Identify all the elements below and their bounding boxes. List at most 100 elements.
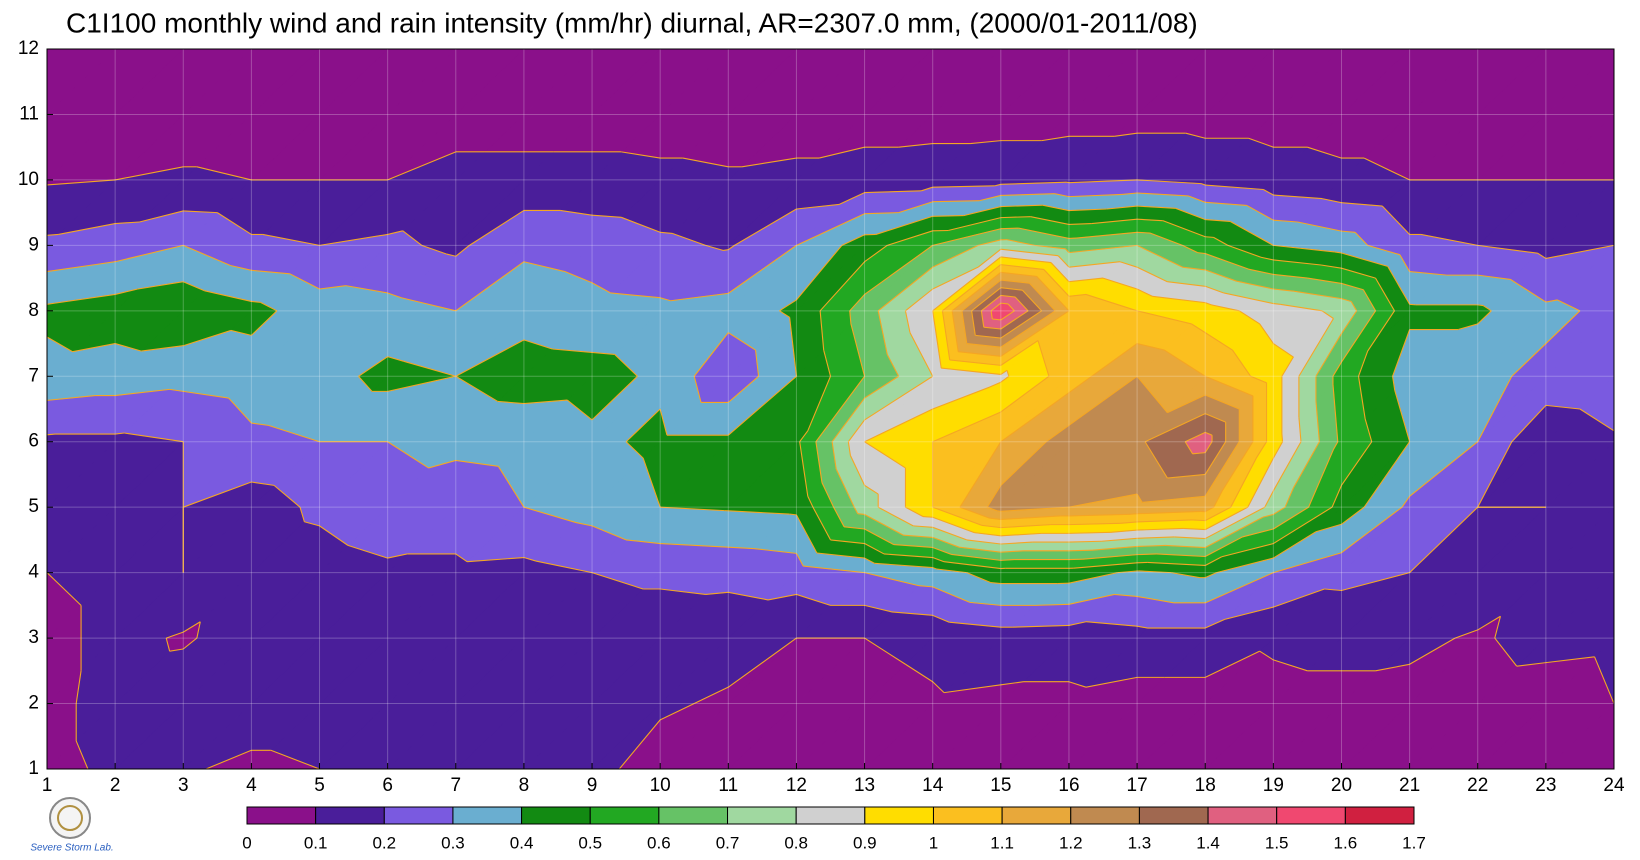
contour-line — [1264, 490, 1274, 508]
contour-line — [1205, 201, 1247, 207]
contour-line — [905, 663, 933, 683]
contour-line — [1167, 394, 1206, 414]
contour-line — [403, 360, 456, 377]
contour-line — [1000, 279, 1030, 284]
x-tick-label: 20 — [1331, 775, 1352, 796]
contour-line — [1392, 329, 1411, 377]
x-tick-label: 18 — [1195, 775, 1216, 796]
contour-line — [795, 553, 804, 567]
colorbar-swatch — [383, 806, 454, 825]
contour-line — [1494, 616, 1501, 639]
contour-line — [1204, 441, 1213, 453]
contour-line — [591, 282, 611, 294]
contour-line — [1175, 207, 1206, 221]
contour-line — [893, 544, 933, 549]
contour-line — [864, 244, 934, 295]
contour-line — [1152, 295, 1206, 304]
contour-line — [1106, 205, 1138, 210]
contour-line — [1068, 593, 1115, 605]
contour-line — [660, 297, 671, 302]
contour-line — [1248, 268, 1274, 275]
contour-line — [1000, 375, 1010, 383]
contour-line — [727, 375, 759, 403]
contour-line — [1120, 521, 1138, 524]
contour-line — [932, 256, 1002, 312]
contour-line — [1315, 400, 1320, 442]
contour-line — [887, 230, 933, 246]
contour-line — [1068, 261, 1121, 268]
contour-line — [943, 684, 1001, 694]
contour-line — [1057, 255, 1070, 268]
logo-seal-inner — [57, 805, 83, 831]
contour-line — [921, 186, 933, 192]
contour-line — [812, 506, 831, 541]
contour-line — [815, 441, 823, 483]
contour-line — [942, 264, 1002, 312]
contour-line — [523, 339, 553, 350]
colorbar-tick-label: 0.4 — [510, 833, 534, 852]
contour-line — [575, 522, 593, 527]
contour-line — [1292, 441, 1320, 489]
contour-line — [670, 292, 729, 302]
contour-line — [1149, 232, 1183, 246]
contour-line — [1091, 218, 1138, 225]
contour-line — [903, 534, 933, 538]
contour-line — [1068, 572, 1118, 584]
colorbar-swatch — [589, 806, 660, 825]
contour-line — [1273, 506, 1309, 530]
contour-line — [1537, 252, 1547, 259]
contour-line — [951, 553, 1001, 561]
contour-line — [387, 230, 403, 235]
contour-line — [990, 582, 1001, 585]
contour-line — [977, 248, 1002, 268]
contour-line — [1357, 376, 1366, 420]
contour-line — [46, 302, 56, 305]
contour-line — [446, 253, 456, 257]
x-tick-label: 15 — [990, 775, 1011, 796]
x-tick-label: 10 — [650, 775, 671, 796]
contour-line — [387, 441, 429, 469]
contour-line — [1043, 269, 1070, 297]
contour-line — [1121, 192, 1138, 196]
colorbar-tick-label: 0.9 — [853, 833, 877, 852]
contour-line — [819, 310, 825, 351]
contour-line — [1110, 529, 1138, 533]
contour-line — [1341, 310, 1377, 363]
contour-line — [165, 637, 171, 652]
contour-line — [1477, 615, 1501, 631]
contour-line — [864, 212, 899, 215]
contour-line — [566, 399, 593, 421]
contour-line — [1197, 252, 1206, 255]
contour-line — [1248, 137, 1274, 148]
contour-line — [853, 506, 859, 514]
contour-line — [1341, 441, 1373, 486]
contour-line — [1221, 543, 1274, 558]
contour-line — [1000, 524, 1051, 529]
contour-line — [1221, 441, 1254, 492]
contour-line — [932, 516, 975, 534]
contour-line — [467, 556, 524, 563]
contour-line — [1050, 262, 1070, 283]
contour-line — [1284, 487, 1294, 508]
contour-line — [983, 326, 1001, 330]
contour-line — [1357, 350, 1369, 377]
contour-line — [1259, 650, 1274, 661]
contour-line — [1477, 244, 1538, 254]
x-tick-label: 21 — [1399, 775, 1420, 796]
contour-line — [1188, 195, 1206, 203]
contour-line — [816, 552, 865, 559]
contour-line — [823, 349, 832, 377]
contour-line — [1000, 256, 1052, 264]
contour-line — [1216, 557, 1274, 574]
contour-line — [1341, 506, 1365, 525]
contour-line — [1000, 193, 1055, 196]
contour-line — [387, 375, 456, 392]
contour-line — [1280, 303, 1323, 312]
contour-band — [1266, 375, 1274, 443]
contour-line — [1068, 681, 1087, 688]
contour-line — [1263, 189, 1274, 196]
contour-line — [847, 419, 866, 443]
contour-line — [523, 506, 577, 524]
contour-line — [1204, 506, 1249, 531]
contour-line — [877, 506, 914, 527]
